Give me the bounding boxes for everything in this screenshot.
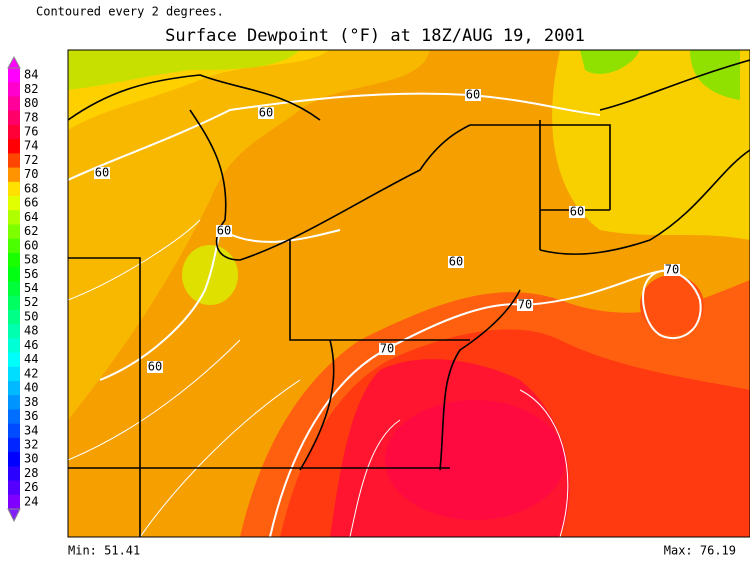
colorbar-swatch — [8, 139, 20, 154]
contour-label: 70 — [665, 263, 679, 277]
contour-note: Contoured every 2 degrees. — [36, 5, 224, 19]
colorbar-label: 52 — [24, 295, 38, 309]
contour-label: 60 — [570, 205, 584, 219]
contour-label: 70 — [380, 342, 394, 356]
colorbar-label: 68 — [24, 181, 38, 195]
colorbar-swatch — [8, 267, 20, 282]
contour-label-bg — [379, 343, 395, 355]
colorbar-label: 50 — [24, 309, 38, 323]
contour-label-bg — [94, 167, 110, 179]
map-title: Surface Dewpoint (°F) at 18Z/AUG 19, 200… — [165, 26, 585, 46]
map — [67, 49, 750, 538]
colorbar-swatch — [8, 338, 20, 354]
colorbar-label: 28 — [24, 466, 38, 480]
colorbar-swatch — [8, 82, 20, 97]
colorbar-label: 84 — [24, 68, 38, 82]
colorbar-label: 62 — [24, 224, 38, 238]
colorbar-swatch — [8, 196, 20, 211]
min-value: Min: 51.41 — [68, 544, 140, 558]
contour-label: 60 — [217, 224, 231, 238]
contour-label: 60 — [95, 166, 109, 180]
colorbar-label: 40 — [24, 381, 38, 395]
colorbar-label: 72 — [24, 153, 38, 167]
colorbar-swatch — [8, 167, 20, 183]
colorbar-label: 66 — [24, 196, 38, 210]
contour-label-bg — [465, 89, 481, 101]
colorbar-swatch — [8, 252, 20, 268]
colorbar-label: 30 — [24, 452, 38, 466]
colorbar-label: 48 — [24, 324, 38, 338]
colorbar-swatch — [8, 181, 20, 197]
colorbar-swatch — [8, 437, 20, 453]
contour-label: 60 — [466, 88, 480, 102]
colorbar-swatch — [8, 366, 20, 382]
colorbar-label: 80 — [24, 96, 38, 110]
contour-label-bg — [569, 206, 585, 218]
colorbar-cap — [7, 55, 21, 69]
colorbar-label: 58 — [24, 253, 38, 267]
colorbar-swatch — [8, 224, 20, 240]
colorbar-swatch — [8, 210, 20, 225]
contour-label: 60 — [148, 360, 162, 374]
contour-label-bg — [147, 361, 163, 373]
colorbar-label: 42 — [24, 366, 38, 380]
contour-label-bg — [448, 256, 464, 268]
colorbar-swatch — [8, 480, 20, 496]
colorbar-label: 24 — [24, 494, 38, 508]
contour-label: 60 — [449, 255, 463, 269]
contour-label-bg — [517, 299, 533, 311]
colorbar-label: 82 — [24, 82, 38, 96]
colorbar-label: 26 — [24, 480, 38, 494]
colorbar-label: 76 — [24, 125, 38, 139]
contour-label-bg — [664, 264, 680, 276]
colorbar-swatch — [8, 153, 20, 169]
colorbar-swatch — [8, 380, 20, 396]
colorbar-cap — [7, 508, 21, 523]
colorbar-swatch — [8, 68, 20, 83]
colorbar-label: 46 — [24, 338, 38, 352]
contour-label-bg — [216, 225, 232, 237]
colorbar-swatch — [8, 395, 20, 410]
colorbar-swatch — [8, 110, 20, 126]
colorbar-swatch — [8, 309, 20, 325]
colorbar-label: 78 — [24, 110, 38, 124]
colorbar-label: 60 — [24, 238, 38, 252]
contour-label: 60 — [259, 106, 273, 120]
colorbar-swatch — [8, 238, 20, 254]
colorbar-swatch — [8, 352, 20, 368]
colorbar-swatch — [8, 96, 20, 112]
colorbar-label: 36 — [24, 409, 38, 423]
colorbar-label: 54 — [24, 281, 38, 295]
colorbar-label: 32 — [24, 437, 38, 451]
contour-label: 70 — [518, 298, 532, 312]
colorbar-label: 64 — [24, 210, 38, 224]
colorbar-label: 34 — [24, 423, 38, 437]
colorbar-label: 44 — [24, 352, 38, 366]
colorbar-swatch — [8, 452, 20, 467]
colorbar-label: 38 — [24, 395, 38, 409]
colorbar-swatch — [8, 409, 20, 425]
colorbar-swatch — [8, 494, 20, 510]
colorbar-swatch — [8, 324, 20, 339]
colorbar-swatch — [8, 423, 20, 439]
colorbar-swatch — [8, 124, 20, 140]
colorbar-swatch — [8, 281, 20, 297]
colorbar-swatch — [8, 466, 20, 482]
colorbar-label: 74 — [24, 139, 38, 153]
colorbar-label: 70 — [24, 167, 38, 181]
contour-label-bg — [258, 107, 274, 119]
colorbar-swatch — [8, 295, 20, 311]
max-value: Max: 76.19 — [664, 544, 736, 558]
colorbar-label: 56 — [24, 267, 38, 281]
